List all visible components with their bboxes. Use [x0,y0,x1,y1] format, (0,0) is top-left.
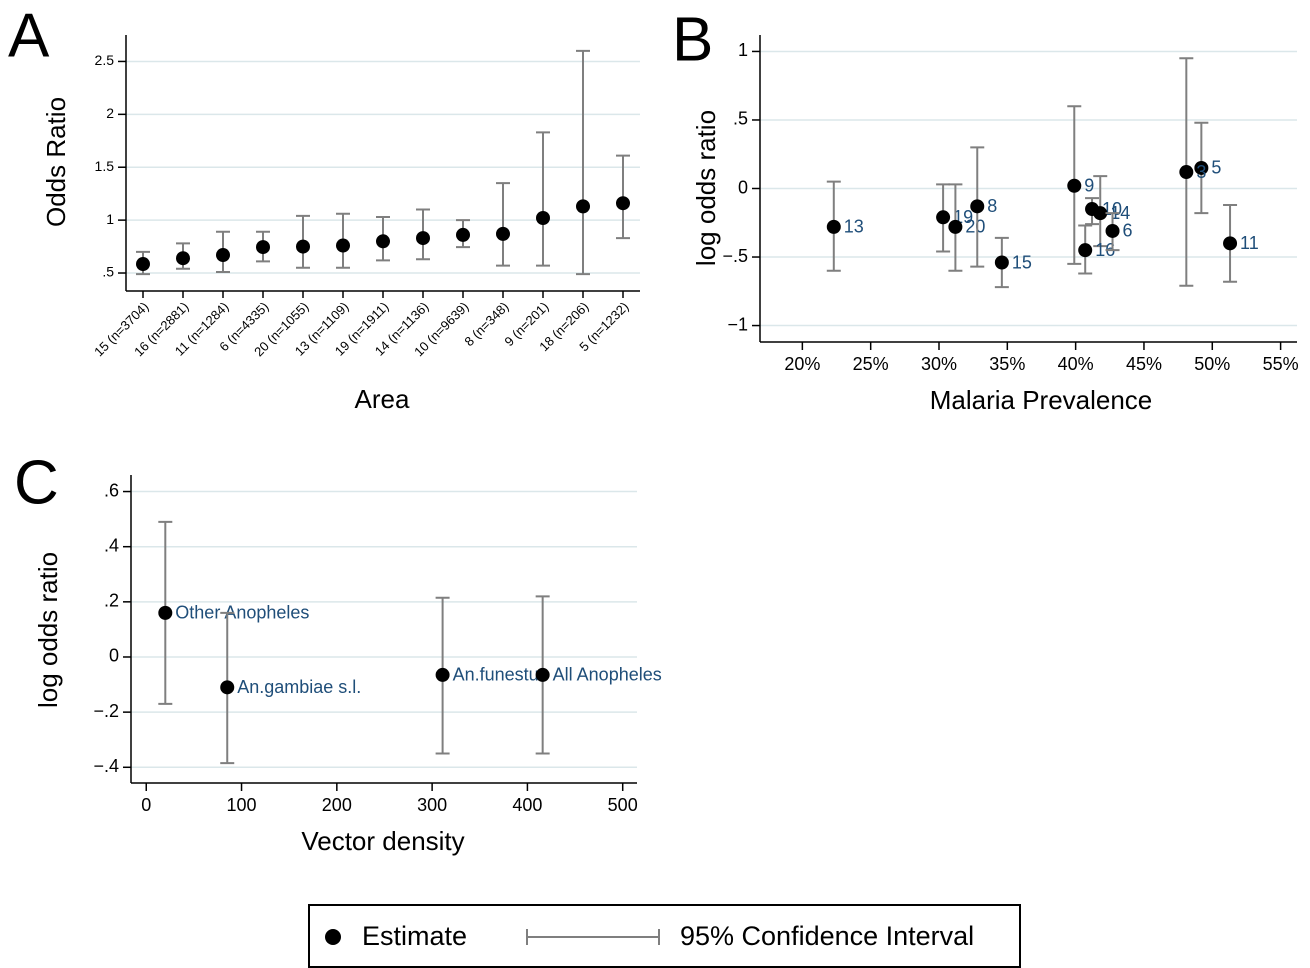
y-tick-label: −.5 [722,246,748,266]
point-label: 20 [965,217,985,237]
y-axis-title: Odds Ratio [41,97,71,227]
y-tick-label: 1 [106,211,114,227]
x-axis-title: Area [355,384,410,414]
y-tick-label: .5 [733,109,748,129]
estimate-point [536,211,550,226]
x-tick-label: 40% [1058,354,1094,374]
y-tick-label: .5 [102,264,114,280]
estimate-point [136,257,150,272]
estimate-point [435,667,450,682]
panel-letter: B [672,5,713,74]
point-label: 11 [1240,233,1259,253]
legend-ci-icon [526,929,660,945]
estimate-point [576,199,590,214]
estimate-point [1194,160,1209,175]
legend-box [308,904,1021,968]
y-tick-label: −1 [727,314,748,334]
error-bar [536,131,550,267]
y-axis-title: log odds ratio [33,552,63,708]
point-label: Other Anopheles [175,603,309,623]
x-tick-label: 100 [227,795,257,815]
estimate-point [936,210,951,225]
estimate-point [1223,236,1238,251]
point-label: 16 [1095,240,1115,260]
x-tick-label: 45% [1126,354,1162,374]
estimate-point [1067,178,1082,193]
x-tick-label: 200 [322,795,352,815]
estimate-point [496,226,510,241]
estimate-point [994,255,1009,270]
estimate-point [256,240,270,255]
y-tick-label: −.2 [93,701,119,721]
estimate-point [1105,223,1120,238]
y-tick-label: 0 [738,177,748,197]
y-tick-label: .4 [104,535,119,555]
point-label: 14 [1110,203,1130,223]
point-label: 5 [1211,158,1221,178]
y-tick-label: 1.5 [95,158,115,174]
estimate-point [1093,206,1108,221]
y-axis-title: log odds ratio [691,110,721,266]
x-axis-title: Malaria Prevalence [930,385,1153,415]
estimate-point [535,667,550,682]
y-tick-label: 1 [738,40,748,60]
point-label: 13 [844,217,864,237]
point-label: 15 [1012,252,1032,272]
estimate-point [176,251,190,266]
y-tick-label: .2 [104,591,119,611]
x-tick-label: 30% [921,354,957,374]
x-axis-title: Vector density [301,826,464,856]
x-tick-label: 25% [853,354,889,374]
point-label: All Anopheles [553,665,662,685]
x-tick-label: 55% [1263,354,1299,374]
x-tick-label: 400 [512,795,542,815]
x-tick-label: 300 [417,795,447,815]
x-tick-label: 0 [141,795,151,815]
estimate-point [1179,165,1194,180]
estimate-point [158,605,173,620]
estimate-point [336,238,350,253]
y-tick-label: 2 [106,105,114,121]
estimate-point [970,199,985,214]
y-tick-label: −.4 [93,756,119,776]
point-label: 6 [1123,221,1133,241]
x-tick-label: 50% [1194,354,1230,374]
error-bar [496,182,510,267]
panel-letter: A [8,1,50,70]
estimate-point [220,680,235,695]
point-label: An.funestus [453,665,548,685]
point-label: An.gambiae s.l. [237,677,361,697]
legend-dot [325,929,341,945]
estimate-point [216,248,230,263]
y-tick-label: .6 [104,480,119,500]
y-tick-label: 0 [109,646,119,666]
point-label: 3 [1196,162,1206,182]
error-bar [576,49,590,276]
point-label: 8 [987,196,997,216]
x-tick-label: 500 [608,795,638,815]
estimate-point [1078,243,1093,258]
legend-label: 95% Confidence Interval [680,921,974,951]
panel-letter: C [14,448,59,517]
estimate-point [296,239,310,254]
x-tick-label: 35% [989,354,1025,374]
estimate-point [616,196,630,211]
estimate-point [416,231,430,246]
point-label: 9 [1084,176,1094,196]
estimate-point [376,234,390,249]
estimate-point [826,219,841,234]
x-tick-label: 20% [784,354,820,374]
legend-label: Estimate [362,921,467,951]
estimate-point [456,227,470,242]
y-tick-label: 2.5 [95,52,115,68]
estimate-point [948,219,963,234]
